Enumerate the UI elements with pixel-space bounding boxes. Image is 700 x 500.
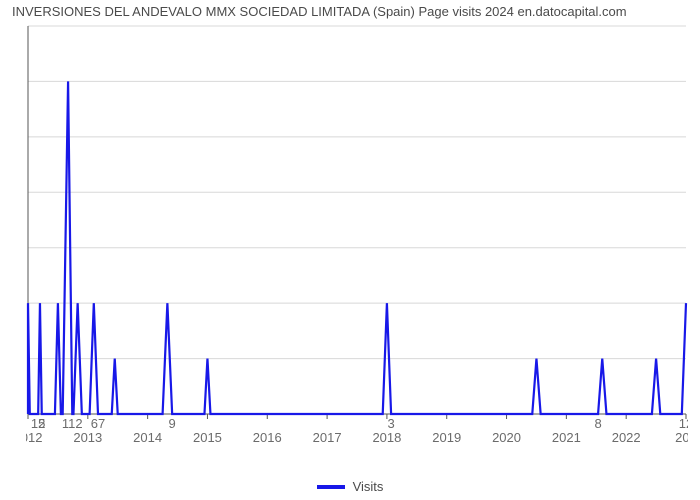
chart-root: INVERSIONES DEL ANDEVALO MMX SOCIEDAD LI… <box>0 0 700 500</box>
svg-text:2022: 2022 <box>612 430 641 444</box>
svg-text:2019: 2019 <box>432 430 461 444</box>
svg-text:12: 12 <box>679 416 688 431</box>
svg-text:5: 5 <box>38 416 45 431</box>
svg-text:2014: 2014 <box>133 430 162 444</box>
svg-text:2016: 2016 <box>253 430 282 444</box>
svg-text:2015: 2015 <box>193 430 222 444</box>
svg-text:67: 67 <box>91 416 105 431</box>
legend-swatch <box>317 485 345 489</box>
legend: Visits <box>0 479 700 494</box>
svg-text:8: 8 <box>594 416 601 431</box>
chart-svg: 0123456720122013201420152016201720182019… <box>26 24 688 444</box>
legend-label: Visits <box>353 479 384 494</box>
chart-title: INVERSIONES DEL ANDEVALO MMX SOCIEDAD LI… <box>12 4 692 19</box>
svg-text:9: 9 <box>169 416 176 431</box>
svg-text:2012: 2012 <box>26 430 42 444</box>
svg-text:2020: 2020 <box>492 430 521 444</box>
svg-text:2018: 2018 <box>372 430 401 444</box>
svg-text:2013: 2013 <box>73 430 102 444</box>
plot-area: 0123456720122013201420152016201720182019… <box>26 24 688 444</box>
svg-text:3: 3 <box>387 416 394 431</box>
svg-text:112: 112 <box>62 416 83 431</box>
svg-text:2021: 2021 <box>552 430 581 444</box>
svg-text:202: 202 <box>675 430 688 444</box>
svg-text:2017: 2017 <box>313 430 342 444</box>
